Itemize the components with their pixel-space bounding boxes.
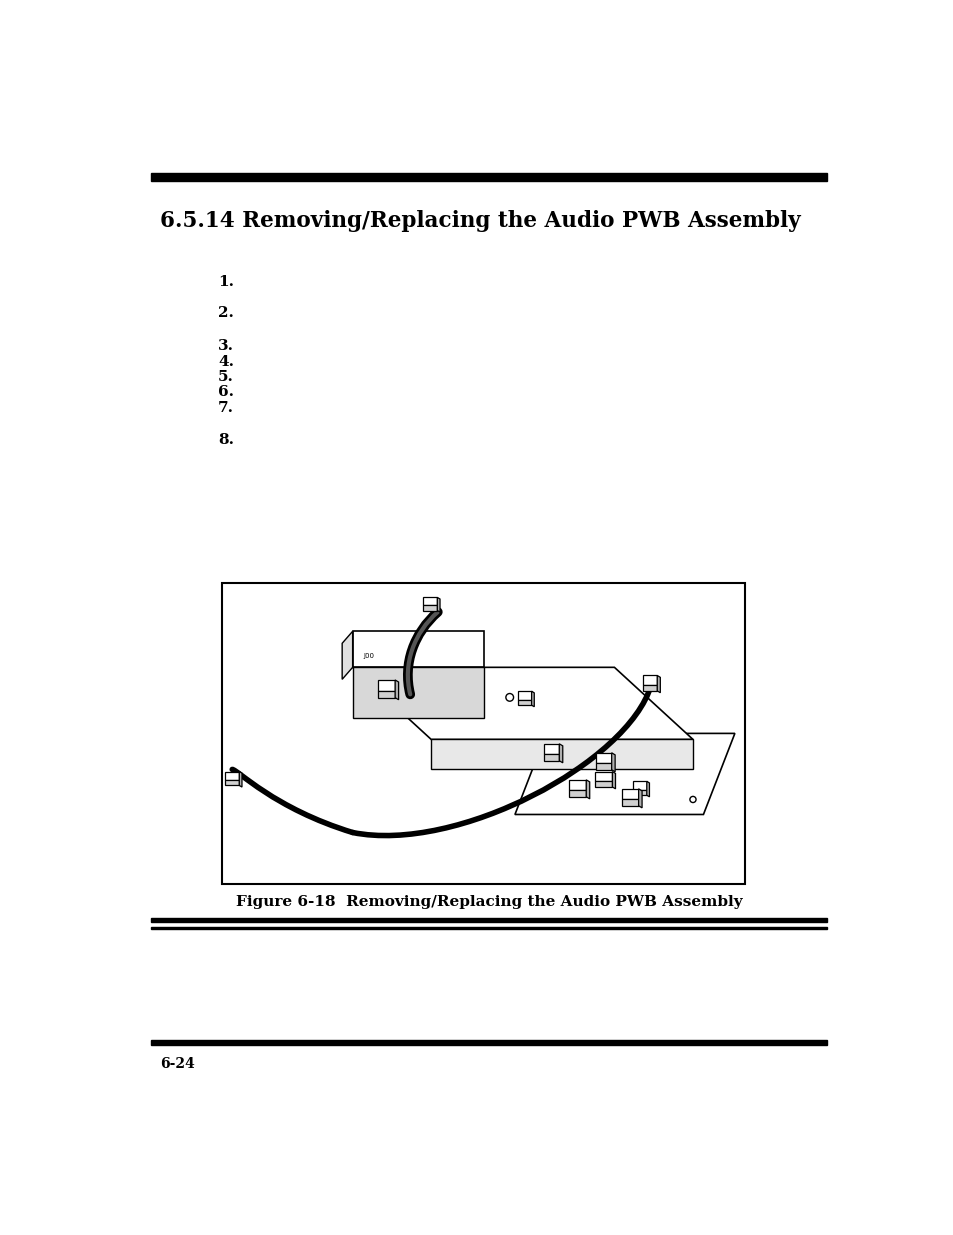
Text: 7.: 7. — [217, 401, 233, 415]
Polygon shape — [595, 772, 612, 781]
Polygon shape — [596, 753, 611, 763]
Bar — [151, 1040, 826, 1045]
Text: 6-24: 6-24 — [160, 1057, 194, 1071]
Polygon shape — [377, 680, 395, 690]
Text: Figure 6-18  Removing/Replacing the Audio PWB Assembly: Figure 6-18 Removing/Replacing the Audio… — [235, 895, 741, 909]
Polygon shape — [353, 667, 692, 740]
Polygon shape — [543, 743, 558, 753]
Polygon shape — [657, 676, 659, 693]
Polygon shape — [531, 692, 534, 706]
Polygon shape — [353, 631, 483, 667]
Bar — [151, 173, 826, 180]
Polygon shape — [642, 676, 657, 684]
Polygon shape — [353, 667, 483, 719]
Polygon shape — [569, 779, 586, 790]
Text: 8.: 8. — [217, 433, 233, 447]
Text: 5.: 5. — [217, 370, 233, 384]
Polygon shape — [225, 781, 239, 785]
Text: J00: J00 — [363, 653, 374, 659]
Polygon shape — [239, 772, 242, 787]
Polygon shape — [377, 690, 395, 698]
Polygon shape — [569, 790, 586, 797]
Text: 6.: 6. — [217, 385, 233, 399]
Polygon shape — [225, 772, 239, 781]
Bar — [151, 918, 826, 923]
Polygon shape — [431, 740, 692, 769]
Polygon shape — [646, 782, 649, 797]
Polygon shape — [515, 734, 734, 814]
Text: 3.: 3. — [217, 340, 233, 353]
Polygon shape — [642, 684, 657, 690]
Polygon shape — [595, 781, 612, 787]
Polygon shape — [632, 782, 646, 790]
Text: 2.: 2. — [217, 306, 233, 320]
Polygon shape — [621, 789, 638, 799]
Polygon shape — [395, 680, 398, 700]
Polygon shape — [612, 772, 615, 789]
Text: 4.: 4. — [217, 354, 233, 368]
Polygon shape — [517, 700, 531, 705]
Polygon shape — [436, 598, 439, 613]
Polygon shape — [517, 692, 531, 700]
Polygon shape — [342, 631, 353, 679]
Polygon shape — [638, 789, 641, 808]
Polygon shape — [621, 799, 638, 805]
Polygon shape — [596, 763, 611, 769]
Polygon shape — [543, 753, 558, 761]
Polygon shape — [586, 779, 589, 799]
Polygon shape — [611, 753, 615, 772]
Bar — [221, 583, 744, 883]
Polygon shape — [632, 790, 646, 795]
Polygon shape — [423, 605, 436, 610]
Polygon shape — [558, 743, 562, 763]
Polygon shape — [423, 598, 436, 605]
Text: 1.: 1. — [217, 275, 233, 289]
Text: 6.5.14 Removing/Replacing the Audio PWB Assembly: 6.5.14 Removing/Replacing the Audio PWB … — [160, 210, 800, 232]
Bar — [151, 927, 826, 929]
